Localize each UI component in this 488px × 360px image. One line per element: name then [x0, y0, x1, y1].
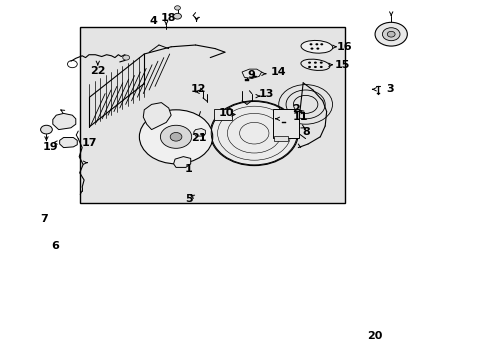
- Text: 2: 2: [291, 104, 299, 114]
- Polygon shape: [143, 103, 171, 130]
- Bar: [281, 122, 285, 123]
- Circle shape: [160, 125, 191, 148]
- Circle shape: [386, 31, 394, 37]
- Circle shape: [319, 66, 322, 68]
- Ellipse shape: [301, 40, 332, 53]
- Text: 1: 1: [184, 164, 192, 174]
- Polygon shape: [193, 129, 205, 136]
- Polygon shape: [173, 157, 190, 167]
- Ellipse shape: [300, 59, 329, 71]
- Text: 22: 22: [90, 66, 106, 76]
- Circle shape: [315, 43, 318, 45]
- Polygon shape: [60, 138, 77, 148]
- Circle shape: [139, 110, 212, 164]
- Circle shape: [374, 22, 407, 46]
- Bar: [80, 27, 345, 203]
- Text: 3: 3: [386, 84, 393, 94]
- Circle shape: [41, 125, 52, 134]
- Bar: [244, 79, 248, 81]
- Circle shape: [307, 62, 310, 64]
- Text: 15: 15: [334, 60, 349, 70]
- Text: 6: 6: [51, 241, 59, 251]
- Circle shape: [319, 62, 322, 64]
- Text: 11: 11: [292, 112, 307, 122]
- Bar: [376, 93, 379, 94]
- Text: 21: 21: [190, 132, 206, 143]
- Text: 12: 12: [190, 84, 206, 94]
- Circle shape: [174, 6, 180, 10]
- Text: 5: 5: [184, 194, 192, 204]
- Text: 19: 19: [43, 142, 59, 152]
- Circle shape: [170, 132, 182, 141]
- FancyBboxPatch shape: [272, 109, 299, 138]
- Circle shape: [173, 13, 181, 19]
- Text: 18: 18: [160, 13, 176, 23]
- Circle shape: [210, 101, 298, 166]
- Circle shape: [320, 43, 323, 45]
- FancyBboxPatch shape: [274, 136, 287, 141]
- Circle shape: [122, 55, 129, 60]
- Text: 14: 14: [270, 67, 285, 77]
- Polygon shape: [53, 113, 76, 130]
- Circle shape: [313, 66, 316, 68]
- Circle shape: [309, 43, 312, 45]
- Text: 7: 7: [40, 214, 48, 224]
- Text: 4: 4: [149, 15, 157, 26]
- FancyBboxPatch shape: [214, 109, 231, 120]
- Text: 10: 10: [219, 108, 234, 118]
- Circle shape: [313, 62, 316, 64]
- Text: 17: 17: [82, 138, 98, 148]
- Text: 20: 20: [366, 330, 381, 341]
- Text: 8: 8: [302, 127, 309, 137]
- Text: 16: 16: [336, 42, 351, 52]
- Polygon shape: [242, 69, 261, 78]
- Circle shape: [310, 48, 313, 50]
- Circle shape: [382, 28, 399, 41]
- Circle shape: [307, 66, 310, 68]
- Circle shape: [316, 48, 319, 50]
- Text: 13: 13: [259, 89, 274, 99]
- Text: 9: 9: [246, 69, 254, 80]
